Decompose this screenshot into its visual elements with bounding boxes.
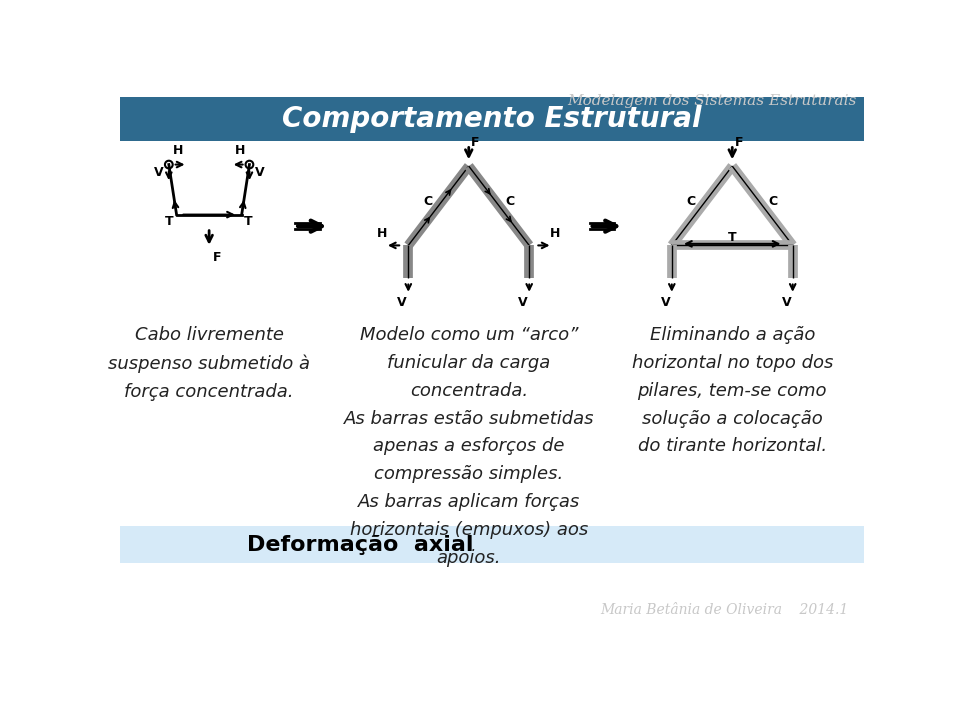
Text: V: V [781,296,791,309]
Text: H: H [235,144,246,157]
Text: V: V [518,296,528,309]
Text: V: V [254,165,264,179]
Text: C: C [423,194,432,208]
Text: C: C [769,194,778,208]
Text: Deformação  axial: Deformação axial [247,535,473,555]
Text: V: V [154,165,163,179]
Text: C: C [505,194,515,208]
Text: Comportamento Estrutural: Comportamento Estrutural [282,105,702,133]
Text: F: F [213,251,222,264]
Text: V: V [660,296,670,309]
Text: Cabo livremente
suspenso submetido à
força concentrada.: Cabo livremente suspenso submetido à for… [108,326,310,401]
Bar [120,97,864,142]
Text: T: T [245,215,253,228]
Text: C: C [686,194,696,208]
Text: T: T [728,231,736,244]
Bar [120,527,864,563]
Text: Modelo como um “arco”
funicular da carga
concentrada.
As barras estão submetidas: Modelo como um “arco” funicular da carga… [344,326,594,567]
Text: H: H [173,144,183,157]
Text: H: H [550,227,561,240]
Text: Maria Betânia de Oliveira    2014.1: Maria Betânia de Oliveira 2014.1 [600,603,849,617]
Text: Eliminando a ação
horizontal no topo dos
pilares, tem-se como
solução a colocaçã: Eliminando a ação horizontal no topo dos… [632,326,833,455]
Text: H: H [376,227,387,240]
Text: T: T [165,215,174,228]
Text: F: F [734,137,743,149]
Text: Modelagem dos Sistemas Estruturais: Modelagem dos Sistemas Estruturais [566,94,856,108]
Text: F: F [471,137,480,149]
Text: V: V [397,296,407,309]
